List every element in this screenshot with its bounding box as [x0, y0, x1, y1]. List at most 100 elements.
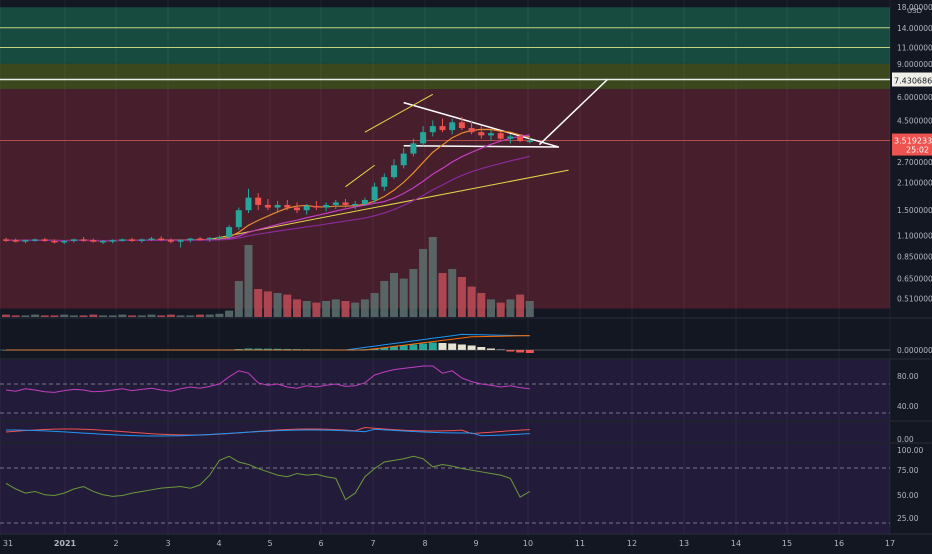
candle-35	[343, 202, 349, 205]
volume-bar-23	[225, 311, 233, 317]
volume-bar-11	[109, 315, 117, 317]
candle-20	[197, 239, 203, 241]
candle-13	[129, 239, 135, 241]
candle-27	[265, 205, 271, 208]
price-tick-3: 9.000000	[897, 60, 932, 69]
volume-bar-2	[21, 315, 29, 317]
osc-tick-2: 50.00	[897, 491, 919, 500]
volume-bar-54	[526, 301, 534, 317]
volume-bar-8	[80, 315, 88, 317]
volume-bar-0	[2, 315, 10, 317]
volume-bar-46	[448, 269, 456, 317]
candle-18	[178, 240, 184, 242]
volume-bar-5	[51, 315, 59, 317]
candle-34	[333, 202, 339, 205]
volume-bar-43	[419, 249, 427, 317]
volume-bar-36	[351, 303, 359, 317]
candle-44	[430, 126, 436, 132]
price-tick-5: 6.000000	[897, 93, 932, 102]
volume-bar-35	[342, 301, 350, 317]
volume-bar-47	[458, 277, 466, 317]
volume-bar-40	[390, 273, 398, 317]
candle-49	[478, 132, 484, 135]
candle-54	[527, 141, 533, 143]
candle-50	[488, 133, 494, 135]
candle-33	[323, 205, 329, 208]
candle-51	[498, 133, 504, 138]
time-tick-7: 7	[370, 539, 375, 548]
candle-29	[284, 205, 290, 208]
time-tick-8: 8	[422, 539, 427, 548]
time-tick-17: 17	[885, 539, 895, 548]
price-tick-9: 2.100000	[897, 179, 932, 188]
volume-bar-21	[206, 315, 214, 317]
zone-1	[0, 64, 890, 89]
candle-30	[294, 208, 300, 211]
candle-47	[459, 122, 465, 128]
volume-bar-31	[303, 301, 311, 317]
time-tick-2: 2	[113, 539, 118, 548]
macd-zero-tick: 0.000000	[897, 346, 932, 355]
candle-4	[42, 239, 48, 241]
zone-0	[0, 7, 890, 64]
candle-32	[313, 206, 319, 208]
candle-48	[469, 128, 475, 132]
marked-level-label: 7.4306867	[894, 77, 932, 86]
volume-bar-9	[89, 315, 97, 317]
candle-1	[13, 240, 19, 242]
macd-hist-46	[448, 344, 456, 351]
countdown-label: 25:02	[906, 146, 929, 155]
time-tick-13: 13	[679, 539, 689, 548]
candle-10	[100, 241, 106, 243]
volume-bar-20	[196, 315, 204, 317]
time-tick-0: 31	[3, 539, 13, 548]
candle-24	[236, 210, 242, 227]
time-tick-14: 14	[731, 539, 741, 548]
osc-tick-3: 25.00	[897, 514, 919, 523]
stoch-tick-0: 0.00	[897, 435, 914, 444]
macd-hist-48	[468, 346, 476, 351]
candle-19	[187, 239, 193, 241]
time-tick-12: 12	[627, 539, 637, 548]
time-tick-11: 11	[575, 539, 585, 548]
time-tick-9: 9	[473, 539, 478, 548]
candle-46	[449, 122, 455, 130]
volume-bar-45	[439, 273, 447, 317]
candle-22	[216, 237, 222, 239]
price-tick-1: 14.000000	[897, 24, 932, 33]
candle-42	[410, 143, 416, 153]
volume-bar-17	[167, 315, 175, 317]
osc-bg	[0, 444, 890, 534]
candle-38	[372, 187, 378, 200]
price-unit-label: USD	[907, 7, 922, 15]
volume-bar-41	[400, 279, 408, 317]
volume-bar-27	[264, 291, 272, 317]
volume-bar-12	[118, 315, 126, 317]
price-tick-11: 1.100000	[897, 232, 932, 241]
macd-hist-44	[429, 343, 437, 351]
candle-28	[275, 205, 281, 208]
price-tick-13: 0.650000	[897, 275, 932, 284]
volume-bar-33	[322, 301, 330, 317]
candle-8	[81, 239, 87, 241]
candle-31	[304, 206, 310, 210]
volume-bar-37	[361, 299, 369, 317]
macd-hist-47	[458, 345, 466, 351]
candle-43	[420, 132, 426, 143]
current-price-label: 3.5192336	[894, 137, 932, 146]
volume-bar-25	[245, 245, 253, 317]
volume-bar-24	[235, 281, 243, 317]
candle-14	[139, 239, 145, 241]
volume-bar-28	[274, 293, 282, 317]
candle-41	[401, 154, 407, 166]
candle-26	[255, 198, 261, 205]
volume-bar-18	[177, 315, 185, 317]
candle-45	[440, 126, 446, 130]
price-tick-8: 2.700000	[897, 158, 932, 167]
candle-0	[3, 239, 9, 241]
rsi-tick-0: 80.00	[897, 372, 919, 381]
volume-bar-4	[41, 315, 49, 317]
candle-21	[207, 238, 213, 240]
